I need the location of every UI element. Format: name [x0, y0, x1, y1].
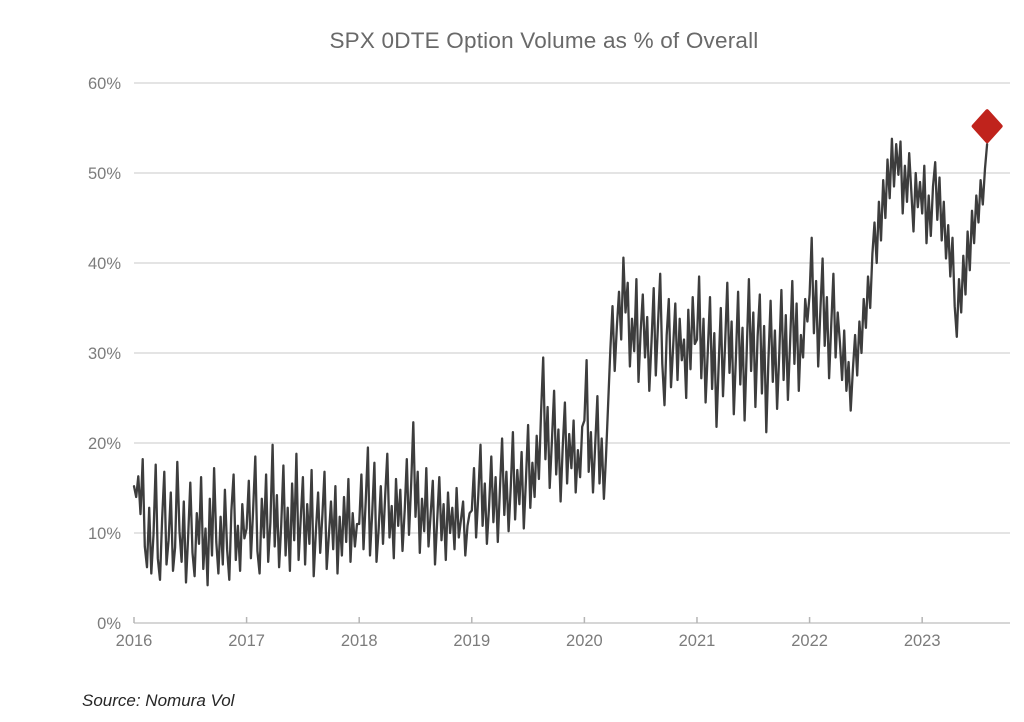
y-axis-tick-label: 0% — [97, 615, 121, 633]
y-axis-tick-label: 10% — [88, 525, 121, 543]
x-axis-tick-label: 2023 — [904, 632, 941, 650]
x-axis-tick-label: 2020 — [566, 632, 603, 650]
y-axis-tick-label: 60% — [88, 75, 121, 93]
x-axis-tick-label: 2019 — [453, 632, 490, 650]
x-axis-tick-label: 2017 — [228, 632, 265, 650]
data-series-line — [132, 137, 989, 587]
x-axis-tick-label: 2021 — [679, 632, 716, 650]
y-axis-tick-label: 50% — [88, 165, 121, 183]
source-note: Source: Nomura Vol — [82, 691, 235, 710]
x-axis-tick-label: 2016 — [116, 632, 153, 650]
highlight-diamond-marker — [971, 109, 1003, 144]
chart-title: SPX 0DTE Option Volume as % of Overall — [329, 28, 759, 53]
x-axis-tick-label: 2018 — [341, 632, 378, 650]
y-axis-tick-label: 30% — [88, 345, 121, 363]
y-axis-tick-label: 40% — [88, 255, 121, 273]
y-axis-tick-label: 20% — [88, 435, 121, 453]
x-axis-tick-label: 2022 — [791, 632, 828, 650]
